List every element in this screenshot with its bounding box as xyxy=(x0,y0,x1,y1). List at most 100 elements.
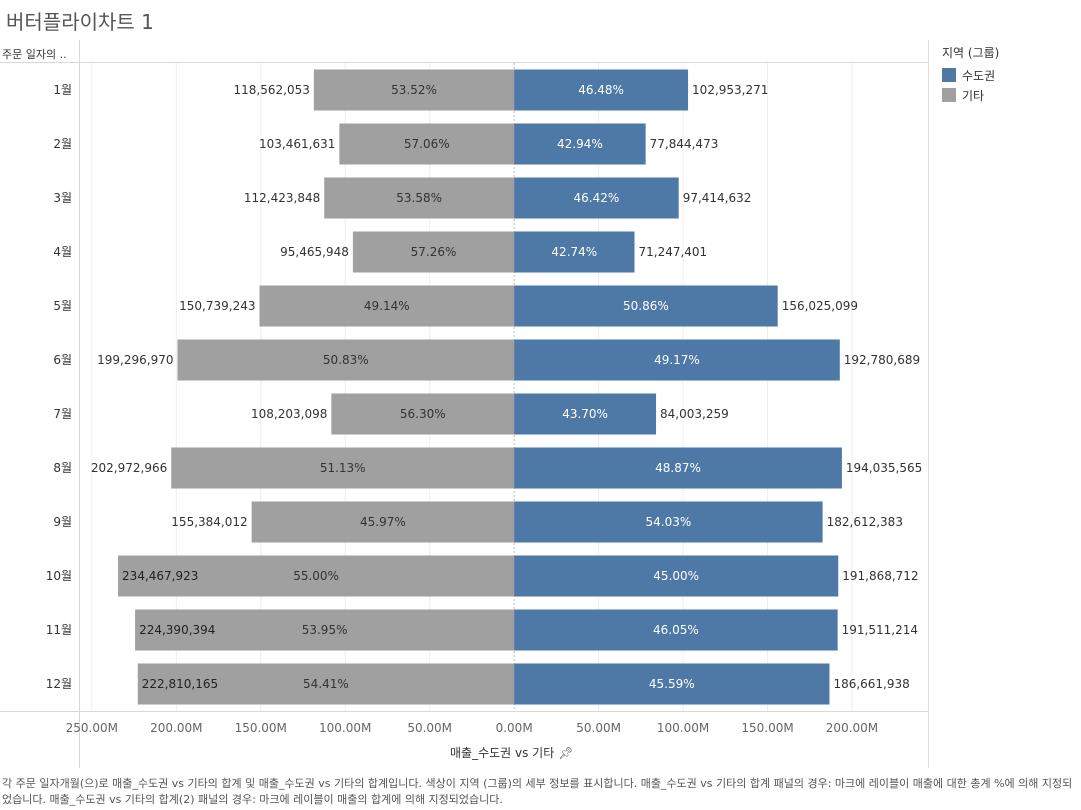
legend: 지역 (그룹) 수도권 기타 xyxy=(942,44,999,105)
bar-seoul[interactable] xyxy=(514,285,778,327)
percent-label-other: 53.95% xyxy=(302,623,348,637)
percent-label-seoul: 42.94% xyxy=(557,137,603,151)
value-label-other: 150,739,243 xyxy=(179,299,255,313)
bar-seoul[interactable] xyxy=(514,177,679,219)
percent-label-seoul: 54.03% xyxy=(645,515,691,529)
percent-label-other: 57.06% xyxy=(404,137,450,151)
percent-label-other: 50.83% xyxy=(323,353,369,367)
row-label[interactable]: 8월 xyxy=(53,461,72,475)
bar-other[interactable] xyxy=(118,555,515,597)
x-tick-label: 100.00M xyxy=(319,721,371,735)
row-label[interactable]: 7월 xyxy=(53,407,72,421)
row-header[interactable]: 주문 일자의 .. xyxy=(2,48,67,61)
bar-other[interactable] xyxy=(352,231,515,273)
value-label-seoul: 156,025,099 xyxy=(782,299,858,313)
value-label-seoul: 84,003,259 xyxy=(660,407,729,421)
percent-label-seoul: 49.17% xyxy=(654,353,700,367)
value-label-other: 202,972,966 xyxy=(91,461,167,475)
percent-label-seoul: 43.70% xyxy=(562,407,608,421)
percent-label-seoul: 46.48% xyxy=(578,83,624,97)
x-tick-label: 0.00M xyxy=(496,721,533,735)
bar-other[interactable] xyxy=(177,339,515,381)
bar-other[interactable] xyxy=(331,393,515,435)
percent-label-seoul: 50.86% xyxy=(623,299,669,313)
x-tick-label: 150.00M xyxy=(741,721,793,735)
row-label[interactable]: 5월 xyxy=(53,299,72,313)
legend-swatch-seoul xyxy=(942,68,956,82)
bar-seoul[interactable] xyxy=(514,69,689,111)
x-tick-label: 50.00M xyxy=(407,721,452,735)
percent-label-seoul: 45.59% xyxy=(649,677,695,691)
value-label-seoul: 182,612,383 xyxy=(827,515,903,529)
value-label-other: 112,423,848 xyxy=(244,191,320,205)
bar-other[interactable] xyxy=(137,663,515,705)
value-label-other: 199,296,970 xyxy=(97,353,173,367)
row-label[interactable]: 6월 xyxy=(53,353,72,367)
value-label-other: 95,465,948 xyxy=(280,245,349,259)
chart-title: 버터플라이차트 1 xyxy=(6,10,154,34)
value-label-seoul: 191,511,214 xyxy=(842,623,918,637)
bar-seoul[interactable] xyxy=(514,123,646,165)
value-label-other: 108,203,098 xyxy=(251,407,327,421)
bar-seoul[interactable] xyxy=(514,447,842,489)
value-label-seoul: 192,780,689 xyxy=(844,353,920,367)
row-label[interactable]: 10월 xyxy=(46,569,72,583)
bar-other[interactable] xyxy=(251,501,515,543)
percent-label-other: 53.52% xyxy=(391,83,437,97)
pin-icon[interactable]: 📌︎ xyxy=(558,746,574,760)
legend-item-seoul[interactable]: 수도권 xyxy=(942,65,999,85)
row-label[interactable]: 11월 xyxy=(46,623,72,637)
bar-seoul[interactable] xyxy=(514,339,840,381)
butterfly-chart: 1월 53.52% 118,562,053 46.48% 102,953,271 2월 57… xyxy=(46,63,922,735)
x-tick-label: 200.00M xyxy=(150,721,202,735)
percent-label-other: 53.58% xyxy=(396,191,442,205)
bar-seoul[interactable] xyxy=(514,663,830,705)
value-label-other: 224,390,394 xyxy=(139,623,215,637)
percent-label-seoul: 46.42% xyxy=(574,191,620,205)
row-label[interactable]: 2월 xyxy=(53,137,72,151)
row-label[interactable]: 4월 xyxy=(53,245,72,259)
percent-label-other: 54.41% xyxy=(303,677,349,691)
bar-other[interactable] xyxy=(324,177,515,219)
bar-other[interactable] xyxy=(339,123,515,165)
percent-label-seoul: 45.00% xyxy=(653,569,699,583)
row-axis-divider xyxy=(79,40,80,768)
value-label-seoul: 186,661,938 xyxy=(833,677,909,691)
bar-seoul[interactable] xyxy=(514,609,838,651)
header-divider xyxy=(0,62,928,63)
bar-other[interactable] xyxy=(313,69,515,111)
value-label-seoul: 194,035,565 xyxy=(846,461,922,475)
chart-caption: 각 주문 일자개월(으)로 매출_수도권 vs 기타의 합계 및 매출_수도권 … xyxy=(2,777,1073,806)
bar-other[interactable] xyxy=(171,447,515,489)
value-label-other: 222,810,165 xyxy=(142,677,218,691)
percent-label-seoul: 42.74% xyxy=(551,245,597,259)
x-axis-title-text: 매출_수도권 vs 기타 xyxy=(450,746,555,760)
x-tick-label: 100.00M xyxy=(657,721,709,735)
bar-seoul[interactable] xyxy=(514,393,657,435)
percent-label-seoul: 46.05% xyxy=(653,623,699,637)
value-label-seoul: 77,844,473 xyxy=(650,137,719,151)
legend-title: 지역 (그룹) xyxy=(942,46,1000,60)
legend-item-other[interactable]: 기타 xyxy=(942,85,999,105)
value-label-seoul: 97,414,632 xyxy=(683,191,752,205)
bar-seoul[interactable] xyxy=(514,555,839,597)
percent-label-other: 45.97% xyxy=(360,515,406,529)
bar-seoul[interactable] xyxy=(514,501,823,543)
bar-other[interactable] xyxy=(135,609,515,651)
row-label[interactable]: 9월 xyxy=(53,515,72,529)
bar-other[interactable] xyxy=(259,285,515,327)
row-label[interactable]: 12월 xyxy=(46,677,72,691)
percent-label-other: 49.14% xyxy=(364,299,410,313)
chart-right-border xyxy=(928,40,929,768)
percent-label-other: 56.30% xyxy=(400,407,446,421)
value-label-other: 234,467,923 xyxy=(122,569,198,583)
x-axis-line xyxy=(0,711,928,712)
bar-seoul[interactable] xyxy=(514,231,635,273)
x-axis-title: 매출_수도권 vs 기타 📌︎ xyxy=(450,744,574,761)
legend-swatch-other xyxy=(942,88,956,102)
row-label[interactable]: 3월 xyxy=(53,191,72,205)
x-tick-label: 150.00M xyxy=(235,721,287,735)
percent-label-seoul: 48.87% xyxy=(655,461,701,475)
row-label[interactable]: 1월 xyxy=(53,83,72,97)
percent-label-other: 51.13% xyxy=(320,461,366,475)
